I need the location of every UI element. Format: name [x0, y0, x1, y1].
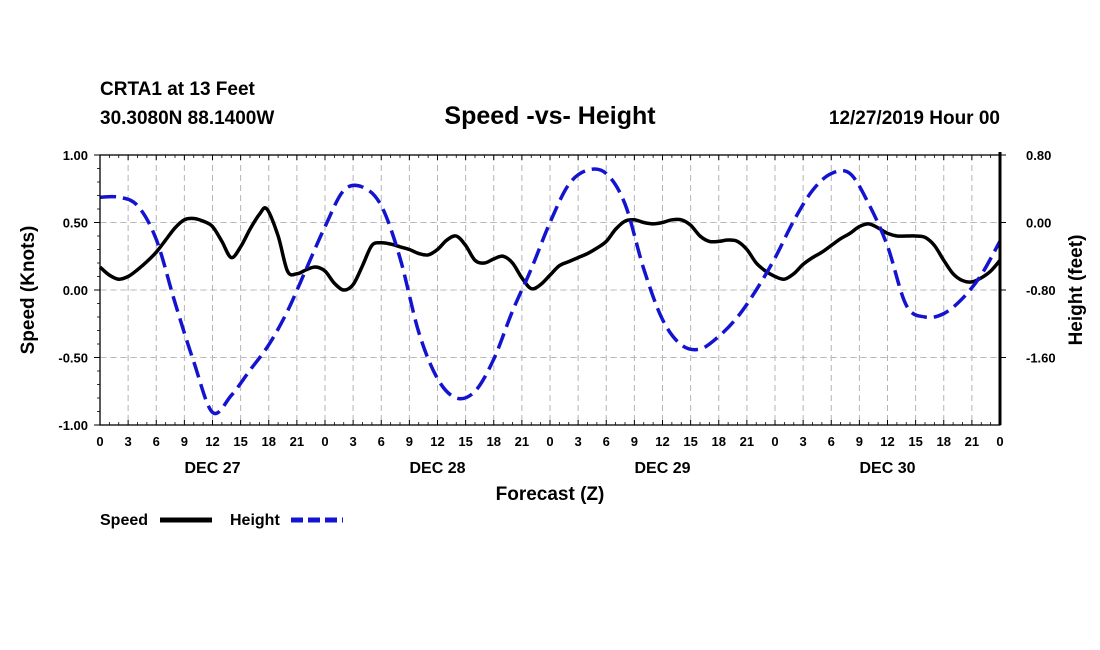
x-tick-label: 18	[937, 434, 951, 449]
series-line-speed	[98, 206, 1002, 292]
x-tick-label: 3	[575, 434, 582, 449]
x-tick-label: 18	[487, 434, 501, 449]
axis-ticks	[94, 154, 1006, 426]
x-tick-label: 15	[233, 434, 247, 449]
day-label: DEC 30	[859, 460, 915, 477]
x-tick-label: 21	[515, 434, 529, 449]
legend-speed-label: Speed	[100, 512, 148, 529]
x-tick-label: 0	[771, 434, 778, 449]
x-tick-label: 9	[406, 434, 413, 449]
grid-lines	[100, 154, 1000, 425]
axis-labels: 0 3 6 9 12 15 18 21 0 3 6 9 12 15 18 21 0 3 6 9 12 15 18 21 0 3 6 9…	[58, 148, 1055, 477]
x-tick-label: 9	[181, 434, 188, 449]
legend: Speed Height	[100, 512, 343, 529]
x-tick-label: 0	[996, 434, 1003, 449]
station-label: CRTA1 at 13 Feet	[100, 79, 256, 100]
y-axis-left-label: Speed (Knots)	[18, 226, 39, 355]
x-tick-label: 9	[631, 434, 638, 449]
x-axis-label: Forecast (Z)	[496, 484, 605, 505]
x-tick-label: 6	[828, 434, 835, 449]
x-tick-label: 3	[350, 434, 357, 449]
x-tick-label: 12	[205, 434, 219, 449]
x-tick-label: 0	[546, 434, 553, 449]
y-right-tick-label: -1.60	[1026, 351, 1056, 366]
y-axis-right-label: Height (feet)	[1066, 235, 1087, 346]
series-layer	[98, 167, 1002, 416]
x-tick-label: 15	[683, 434, 697, 449]
station-coords: 30.3080N 88.1400W	[100, 108, 274, 129]
y-left-tick-label: 0.50	[63, 216, 88, 231]
y-right-tick-label: -0.80	[1026, 283, 1056, 298]
x-tick-label: 18	[712, 434, 726, 449]
y-right-tick-label: 0.00	[1026, 216, 1051, 231]
x-tick-label: 6	[603, 434, 610, 449]
x-tick-label: 3	[125, 434, 132, 449]
x-tick-label: 0	[321, 434, 328, 449]
y-left-tick-label: -0.50	[58, 351, 88, 366]
y-left-tick-label: -1.00	[58, 418, 88, 433]
legend-height-label: Height	[230, 512, 280, 529]
x-tick-label: 0	[96, 434, 103, 449]
y-right-tick-label: 0.80	[1026, 148, 1051, 163]
x-tick-label: 3	[800, 434, 807, 449]
x-tick-label: 6	[153, 434, 160, 449]
x-tick-label: 15	[908, 434, 922, 449]
x-tick-label: 12	[430, 434, 444, 449]
x-tick-label: 18	[262, 434, 276, 449]
x-tick-label: 12	[655, 434, 669, 449]
x-tick-label: 9	[856, 434, 863, 449]
x-tick-label: 21	[290, 434, 304, 449]
day-label: DEC 28	[409, 460, 465, 477]
x-tick-label: 21	[965, 434, 979, 449]
x-tick-label: 21	[740, 434, 754, 449]
forecast-datetime: 12/27/2019 Hour 00	[829, 108, 1000, 129]
day-label: DEC 27	[184, 460, 240, 477]
y-left-tick-label: 1.00	[63, 148, 88, 163]
chart-title: Speed -vs- Height	[444, 102, 656, 130]
x-tick-label: 12	[880, 434, 894, 449]
series-line-height	[99, 167, 1002, 416]
day-label: DEC 29	[634, 460, 690, 477]
y-left-tick-label: 0.00	[63, 283, 88, 298]
x-tick-label: 15	[458, 434, 472, 449]
x-tick-label: 6	[378, 434, 385, 449]
